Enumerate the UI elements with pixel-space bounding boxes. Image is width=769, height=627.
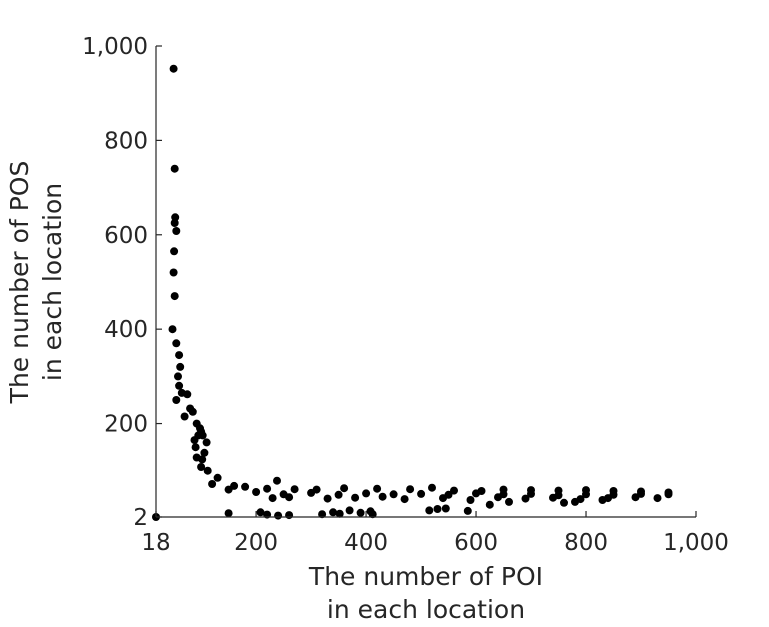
data-point [273, 476, 281, 485]
data-point [188, 407, 197, 416]
data-point [241, 482, 250, 491]
data-point [208, 480, 217, 488]
data-point [170, 164, 179, 173]
data-point [213, 473, 222, 482]
data-point [400, 495, 409, 504]
data-point [170, 247, 179, 256]
data-point [425, 506, 434, 515]
data-point [351, 493, 360, 502]
data-point [527, 489, 535, 498]
data-point [505, 497, 513, 506]
data-point [230, 481, 239, 490]
data-point [190, 436, 199, 445]
y-tick-label: 2 [133, 505, 148, 531]
x-axis-title-line2: in each location [327, 595, 525, 624]
data-point [631, 493, 640, 502]
data-point [582, 490, 590, 499]
data-point [373, 484, 382, 493]
data-point [203, 466, 212, 475]
x-tick-label: 1,000 [663, 530, 729, 556]
x-tick-label: 800 [564, 530, 608, 556]
data-point [472, 489, 480, 498]
data-point [664, 490, 673, 499]
data-point [334, 490, 343, 499]
data-point [285, 511, 294, 520]
data-point [200, 448, 209, 457]
x-tick-label: 200 [234, 530, 278, 556]
data-points [152, 64, 673, 521]
data-point [406, 485, 415, 494]
data-point [180, 412, 189, 421]
data-point [441, 504, 450, 513]
data-point [176, 362, 185, 371]
data-point [345, 506, 354, 515]
data-point [263, 484, 272, 493]
data-point [268, 494, 277, 503]
data-point [417, 489, 426, 498]
data-point [172, 227, 181, 235]
data-point [378, 492, 387, 501]
data-point [202, 438, 211, 447]
data-point [549, 493, 557, 502]
data-point [329, 508, 338, 517]
data-point [356, 508, 365, 517]
data-point [175, 351, 184, 360]
data-point [433, 505, 442, 513]
data-point [224, 509, 233, 518]
x-axis-ticks: 18 200 400 600 800 1,000 [141, 511, 729, 556]
y-tick-label: 800 [104, 128, 148, 154]
data-point [494, 493, 502, 502]
data-point [169, 64, 178, 73]
y-axis-title-line2: in each location [38, 183, 67, 381]
data-point [252, 488, 261, 496]
data-point [439, 494, 447, 503]
data-point [191, 443, 200, 452]
data-point [307, 488, 316, 497]
data-point [576, 495, 585, 504]
data-point [198, 455, 207, 464]
data-point [389, 490, 398, 499]
data-point [485, 500, 494, 509]
data-point [285, 493, 294, 502]
data-point [604, 494, 612, 503]
data-point [175, 381, 184, 390]
data-point [197, 463, 206, 471]
y-axis-title-line1: The number of POS [5, 161, 34, 405]
data-point [172, 396, 181, 404]
data-point [340, 484, 349, 493]
x-tick-label: 600 [454, 530, 498, 556]
y-axis-ticks: 2 200 400 600 800 1,000 [82, 34, 162, 531]
data-point [290, 485, 299, 494]
data-point [172, 339, 181, 348]
data-point [256, 508, 265, 517]
data-point [169, 268, 178, 277]
x-tick-label: 400 [344, 530, 388, 556]
data-point [174, 372, 182, 381]
data-point [362, 489, 371, 498]
data-point [335, 509, 344, 518]
y-tick-label: 600 [104, 223, 148, 249]
data-point [653, 494, 662, 503]
data-point [198, 431, 207, 440]
data-point [170, 292, 179, 301]
data-point [521, 494, 530, 503]
data-point [323, 494, 332, 503]
data-point [170, 219, 179, 227]
x-axis-title-line1: The number of POI [308, 562, 543, 591]
data-point [274, 511, 283, 520]
data-point [463, 506, 472, 515]
data-point [318, 510, 327, 519]
y-tick-label: 400 [104, 317, 148, 343]
data-point [368, 510, 377, 519]
data-point [168, 325, 177, 334]
data-point [466, 496, 475, 504]
y-tick-label: 1,000 [82, 34, 148, 60]
data-point [428, 483, 436, 492]
data-point [183, 390, 192, 399]
y-tick-label: 200 [104, 412, 148, 438]
data-point [450, 486, 458, 495]
data-point [560, 498, 568, 507]
x-tick-label: 18 [141, 530, 170, 556]
